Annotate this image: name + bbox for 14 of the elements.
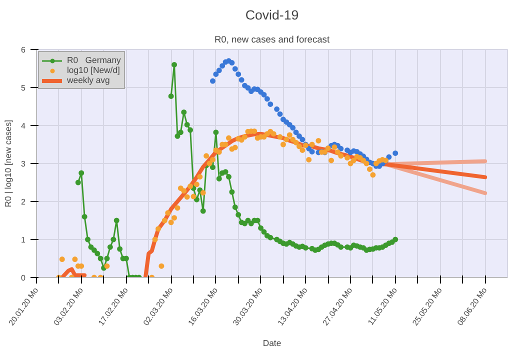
y-tick-label: 0: [21, 274, 26, 282]
y-tick-label: 2: [21, 198, 26, 206]
y-axis-title: R0 | log10 [new cases]: [3, 120, 14, 208]
chart-subtitle: R0, new cases and forecast: [214, 34, 330, 44]
legend-label: weekly avg: [67, 75, 110, 85]
y-tick-label: 4: [21, 122, 26, 130]
y-tick-label: 6: [21, 46, 26, 54]
chart-title: Covid-19: [245, 8, 299, 22]
x-axis-title: Date: [262, 338, 282, 348]
y-tick-label: 5: [21, 84, 26, 92]
legend-label: log10 [New/d]: [67, 65, 120, 75]
legend-label: R0 Germany: [67, 55, 121, 65]
y-tick-label: 1: [21, 236, 26, 244]
y-tick-label: 3: [21, 160, 26, 168]
